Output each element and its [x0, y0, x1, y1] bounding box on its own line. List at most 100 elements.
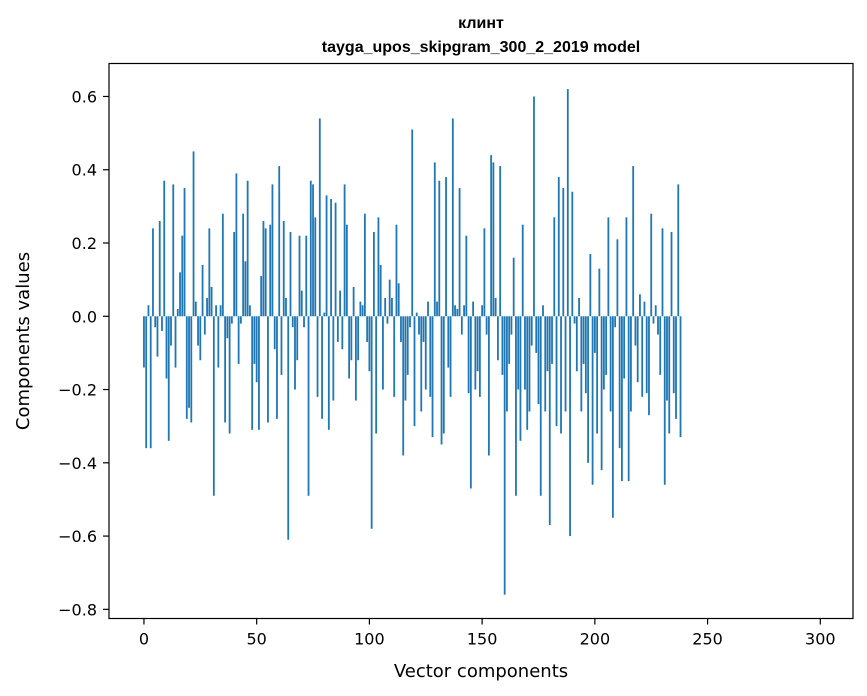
bar [363, 213, 366, 317]
bar [587, 316, 589, 463]
bar [487, 316, 490, 456]
bar [510, 316, 513, 335]
bar [645, 316, 648, 394]
bar [600, 316, 603, 471]
bar [172, 184, 175, 317]
bar [409, 316, 411, 328]
bar [605, 316, 608, 375]
bar [521, 224, 524, 317]
bar [438, 180, 441, 317]
bar [623, 316, 626, 379]
bar [384, 297, 387, 317]
x-tick-label: 250 [692, 630, 723, 649]
bar [614, 316, 617, 328]
bar [528, 316, 531, 412]
bar [375, 316, 378, 434]
bar [267, 316, 269, 423]
bar [415, 312, 418, 317]
bar [551, 316, 553, 364]
y-tick-label: −0.8 [58, 600, 97, 619]
bar [666, 316, 668, 401]
x-tick-label: 50 [246, 630, 266, 649]
bar [219, 305, 222, 317]
chart-title: клинт [458, 15, 504, 32]
x-tick-label: 200 [580, 630, 611, 649]
bar [632, 166, 635, 317]
bar [490, 155, 493, 317]
bar [472, 301, 475, 317]
bar [497, 316, 499, 361]
bar [183, 188, 186, 317]
bar [539, 316, 542, 496]
bar [580, 316, 583, 412]
bar [152, 228, 154, 317]
bar [639, 294, 641, 317]
bar [618, 316, 621, 449]
y-tick-label: −0.6 [58, 527, 97, 546]
y-tick-label: 0.0 [72, 307, 97, 326]
bar [650, 213, 653, 317]
x-tick-label: 0 [139, 630, 149, 649]
bar [589, 254, 592, 317]
bar [242, 213, 245, 317]
bar [345, 224, 348, 317]
y-tick-label: −0.4 [58, 454, 97, 473]
bar [224, 316, 227, 423]
bar [285, 297, 287, 317]
plot-frame [108, 62, 854, 620]
bar [675, 316, 677, 419]
bar [433, 162, 436, 317]
bar [321, 316, 323, 419]
bar [546, 316, 549, 372]
bar [190, 316, 193, 423]
bar [607, 217, 610, 317]
bar [598, 268, 601, 317]
bar [609, 316, 612, 412]
bar [167, 316, 170, 441]
x-axis-label: Vector components [394, 661, 568, 682]
bar [533, 96, 535, 317]
bar [481, 305, 484, 317]
bar [192, 151, 195, 317]
bar [621, 316, 623, 482]
bar [411, 129, 414, 317]
bar [593, 316, 596, 353]
bar [492, 162, 495, 317]
bar [382, 316, 384, 390]
bar [206, 297, 208, 317]
bar [526, 316, 529, 430]
bar [201, 264, 204, 317]
bar [158, 221, 161, 317]
bar [524, 316, 526, 390]
bar [197, 316, 199, 346]
bar [569, 316, 571, 537]
y-tick-label: 0.4 [72, 161, 97, 180]
bar [447, 316, 450, 368]
bar [212, 316, 215, 496]
bar [271, 184, 274, 317]
bar [553, 217, 556, 317]
bar [535, 316, 538, 353]
bar [562, 188, 565, 317]
bar [641, 316, 644, 397]
bar [451, 118, 454, 317]
bar [185, 316, 188, 419]
bar [456, 308, 459, 317]
bar [354, 316, 357, 401]
bar [373, 232, 375, 317]
bar [440, 316, 443, 445]
bar [537, 316, 540, 405]
bar [449, 316, 452, 397]
bar [602, 316, 605, 390]
bar [474, 316, 477, 390]
bar [571, 191, 574, 317]
bar [330, 199, 332, 317]
bar [458, 188, 461, 317]
bar [156, 316, 159, 357]
bar [578, 297, 580, 317]
y-tick-label: 0.2 [72, 234, 97, 253]
bar [203, 316, 206, 335]
bar [336, 316, 339, 342]
bar [199, 316, 202, 361]
